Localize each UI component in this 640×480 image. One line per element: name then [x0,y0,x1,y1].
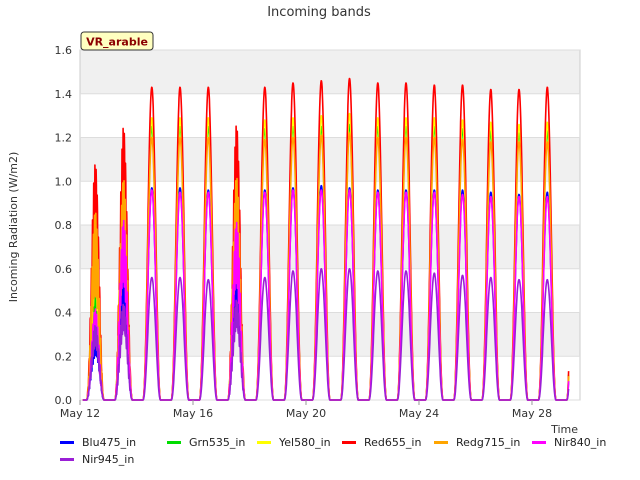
legend-label: Nir840_in [554,436,607,449]
legend-label: Yel580_in [279,436,331,449]
y-tick-label: 0.4 [55,307,73,320]
x-tick-label: May 20 [286,407,326,420]
legend-label: Blu475_in [82,436,137,449]
x-tick-label: May 16 [173,407,213,420]
badge-label: VR_arable [86,36,148,49]
legend-swatch [60,458,74,461]
legend-swatch [167,441,181,444]
x-axis-label: Time [550,423,578,436]
x-tick-label: May 24 [399,407,439,420]
y-tick-label: 0.0 [55,394,73,407]
legend-label: Nir945_in [82,453,135,466]
y-tick-label: 0.6 [55,263,73,276]
background-band [80,225,580,269]
series-lines [82,77,570,401]
y-tick-label: 0.2 [55,350,73,363]
legend-swatch [434,441,448,444]
background-band [80,50,580,94]
x-ticks: May 12 May 16 May 20 May 24 May 28 [60,400,552,420]
background-band [80,93,580,138]
legend-item: Nir840_in [532,436,606,449]
legend-item: Yel580_in [257,436,331,449]
legend-label: Redg715_in [456,436,521,449]
gridlines [80,49,580,401]
legend-label: Red655_in [364,436,422,449]
x-tick-label: May 28 [512,407,552,420]
x-tick-label: May 12 [60,407,100,420]
y-axis-label: Incoming Radiation (W/m2) [7,152,20,303]
legend-swatch [60,441,74,444]
y-tick-label: 0.8 [55,219,73,232]
vr-arable-badge: VR_arable [80,31,154,51]
legend-item: Red655_in [342,436,421,449]
y-tick-label: 1.2 [55,132,73,145]
y-tick-label: 1.0 [55,175,73,188]
y-tick-label: 1.6 [55,44,73,57]
legend-swatch [257,441,271,444]
legend-item: Blu475_in [60,436,136,449]
legend-swatch [532,441,546,444]
legend-item: Grn535_in [167,436,245,449]
legend-swatch [342,441,356,444]
y-ticks: 0.0 0.2 0.4 0.6 0.8 1.0 1.2 1.4 1.6 [55,44,73,407]
legend-item: Redg715_in [434,436,520,449]
background-band [80,181,580,225]
legend-label: Grn535_in [189,436,246,449]
chart-title: Incoming bands [267,5,371,20]
series-line-Nir945_in [82,267,570,401]
background-band [80,137,580,182]
y-tick-label: 1.4 [55,88,73,101]
legend-item: Nir945_in [60,453,134,466]
background-band [80,356,580,400]
